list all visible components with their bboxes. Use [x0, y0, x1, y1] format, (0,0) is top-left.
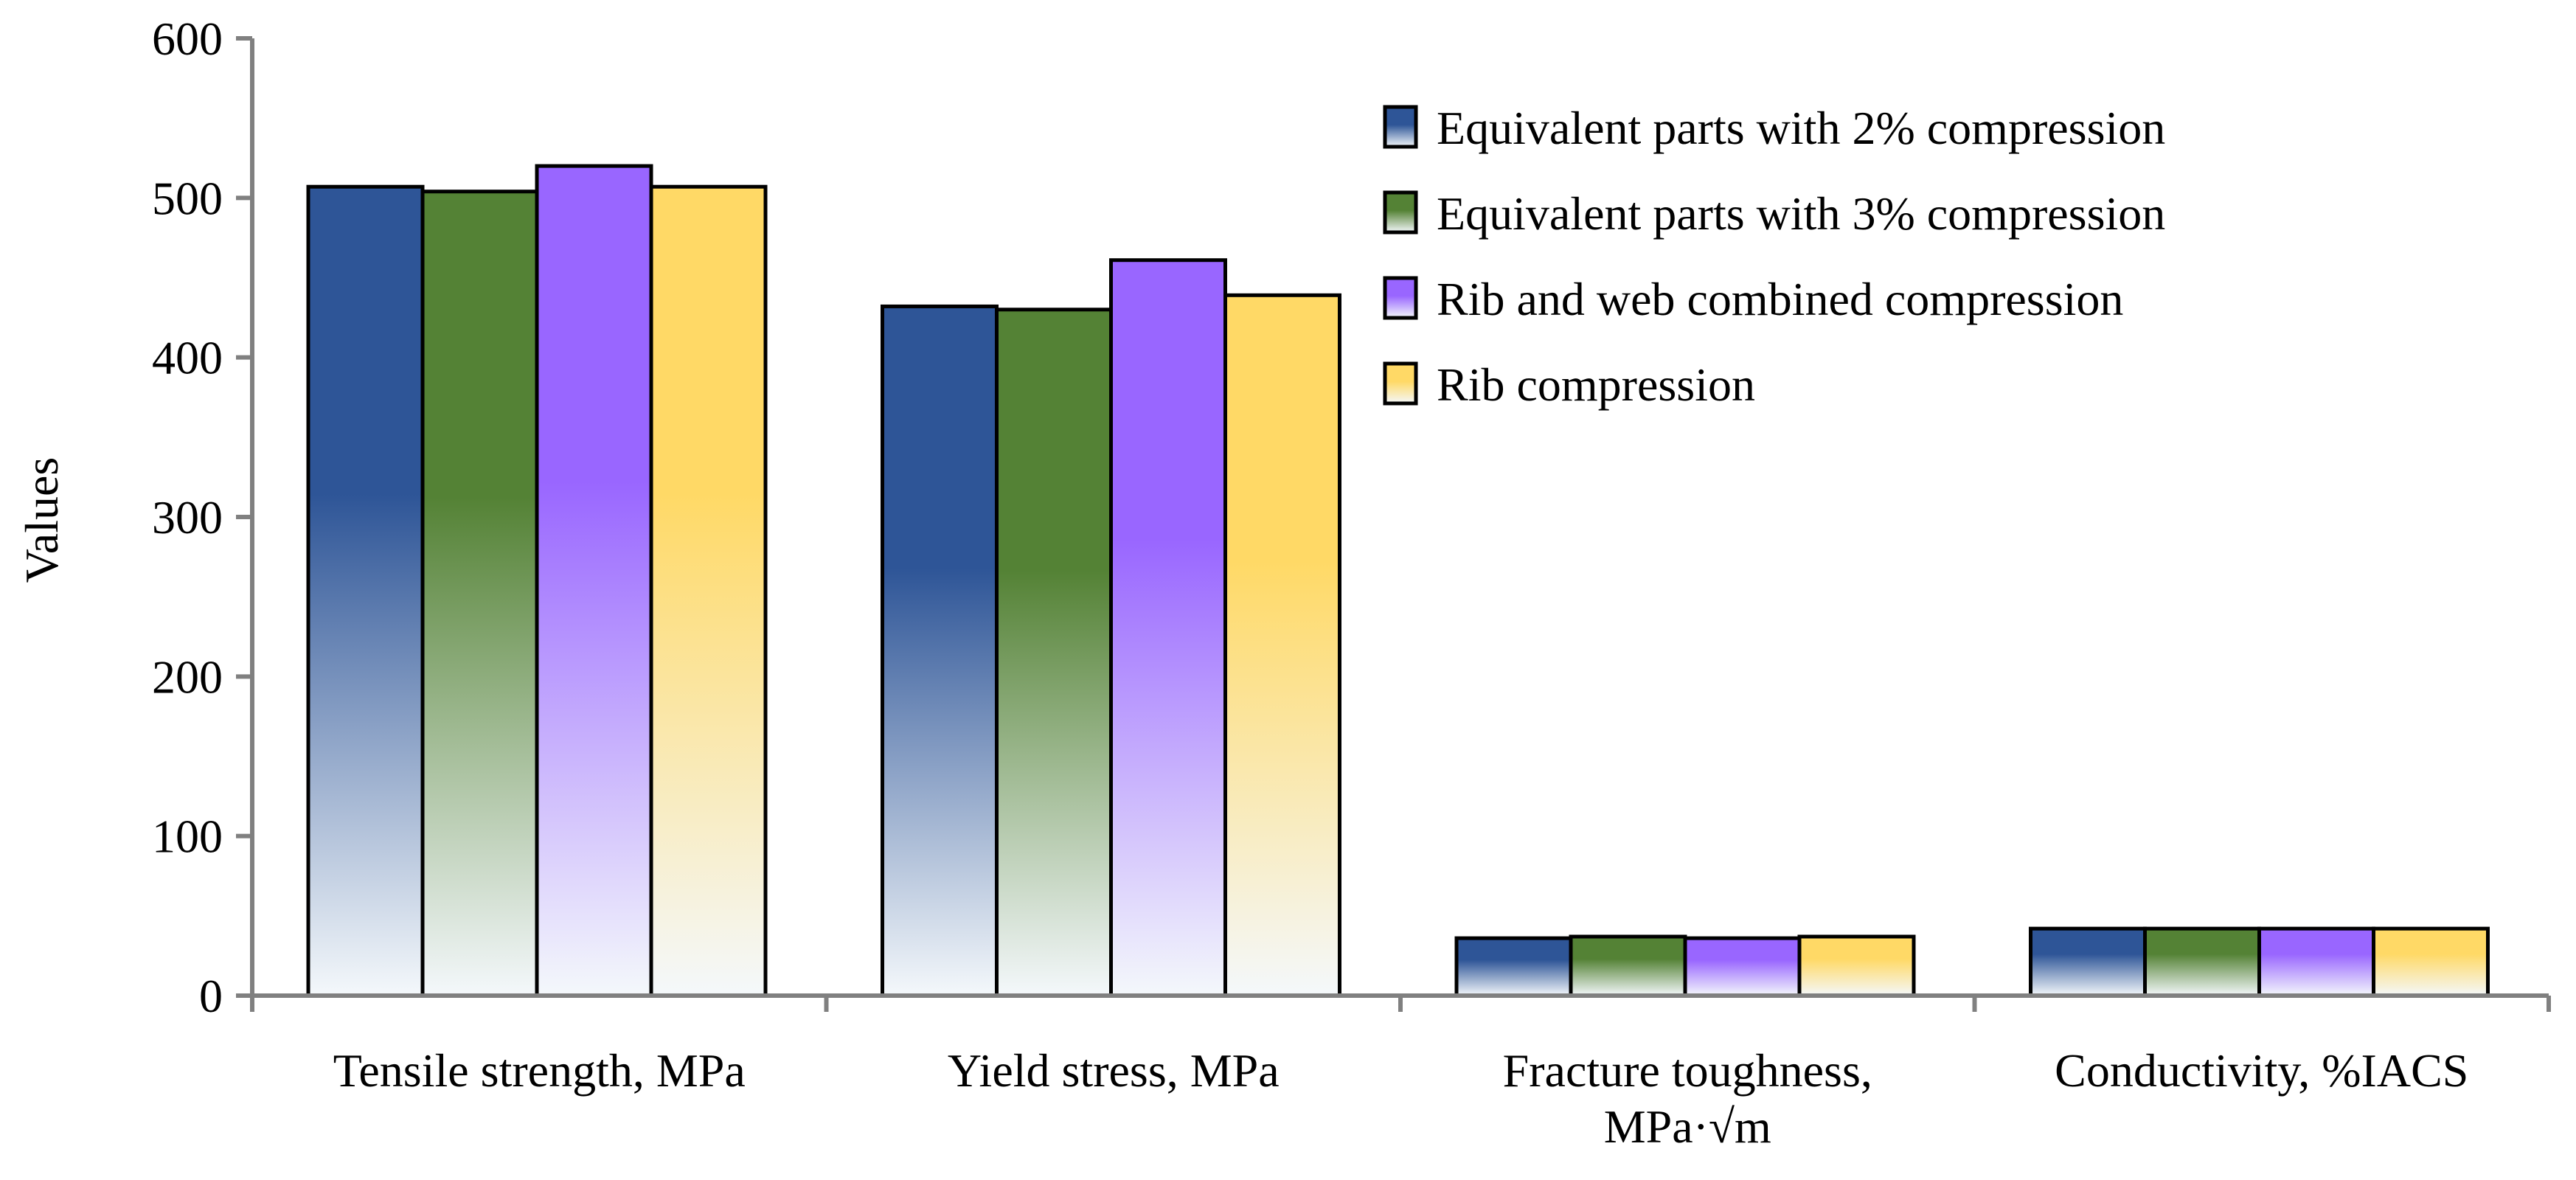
bar-2-3 — [1569, 934, 1687, 998]
legend-swatch-2 — [1383, 190, 1418, 235]
x-tick-label: Fracture toughness, — [1503, 1044, 1872, 1097]
bar-3-1 — [535, 164, 653, 998]
legend-swatch-3 — [1383, 276, 1418, 320]
bar-2-2 — [995, 308, 1113, 998]
bar-2-1 — [420, 190, 539, 998]
bar-4-2 — [1223, 293, 1341, 998]
y-tick-label: 100 — [152, 811, 223, 863]
y-tick-label: 400 — [152, 332, 223, 384]
bar-4-4 — [2372, 926, 2490, 998]
y-tick-label: 500 — [152, 172, 223, 224]
y-tick-label: 0 — [199, 970, 223, 1022]
axes-group: 0 100 200 300 400 500 600 Tensile strength, MPa… — [152, 13, 2551, 1153]
y-tick-label: 300 — [152, 491, 223, 544]
bar-2-4 — [2143, 926, 2261, 998]
bar-1-4 — [2029, 926, 2147, 998]
legend-label-2: Equivalent parts with 3% compression — [1437, 187, 2165, 240]
y-tick-label: 200 — [152, 650, 223, 703]
y-tick-label: 600 — [152, 13, 223, 65]
legend-swatch-1 — [1383, 105, 1418, 149]
bar-1-2 — [881, 304, 999, 998]
bar-4-1 — [649, 184, 768, 998]
bar-3-3 — [1683, 936, 1802, 998]
bar-3-4 — [2257, 926, 2375, 998]
legend-swatch-4 — [1383, 361, 1418, 406]
legend-label-3: Rib and web combined compression — [1437, 273, 2123, 325]
bar-1-3 — [1454, 936, 1573, 998]
x-tick-label: Conductivity, %IACS — [2055, 1044, 2468, 1097]
x-tick-label: Tensile strength, MPa — [333, 1044, 746, 1097]
legend: Equivalent parts with 2% compression Equi… — [1383, 102, 2165, 411]
bar-1-1 — [306, 184, 425, 998]
legend-label-1: Equivalent parts with 2% compression — [1437, 102, 2165, 154]
y-axis-label: Values — [15, 457, 68, 583]
x-tick-label: MPa·√m — [1604, 1100, 1771, 1153]
bar-3-2 — [1109, 258, 1227, 998]
legend-label-4: Rib compression — [1437, 358, 1755, 411]
x-tick-label: Yield stress, MPa — [948, 1044, 1280, 1097]
bar-4-3 — [1797, 934, 1916, 998]
